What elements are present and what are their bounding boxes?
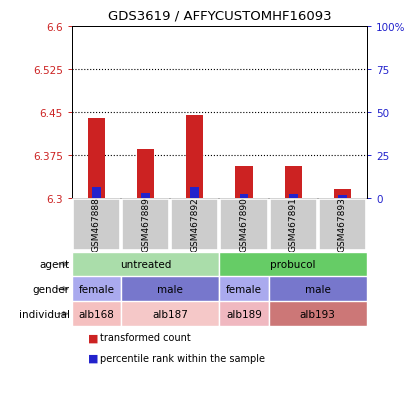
Bar — [235, 167, 252, 198]
Text: female: female — [225, 284, 261, 294]
Bar — [239, 194, 248, 198]
Text: probucol: probucol — [270, 259, 315, 269]
Bar — [219, 301, 268, 326]
Bar — [137, 150, 154, 198]
Bar — [72, 199, 120, 251]
Text: alb187: alb187 — [152, 309, 188, 319]
Text: alb193: alb193 — [299, 309, 335, 319]
Bar — [171, 199, 218, 251]
Bar — [121, 199, 169, 251]
Text: GSM467893: GSM467893 — [337, 197, 346, 252]
Text: percentile rank within the sample: percentile rank within the sample — [100, 353, 265, 363]
Text: male: male — [304, 284, 330, 294]
Text: GSM467890: GSM467890 — [239, 197, 248, 252]
Text: agent: agent — [40, 259, 70, 269]
Text: alb189: alb189 — [225, 309, 261, 319]
Bar — [220, 199, 267, 251]
Bar — [219, 277, 268, 301]
Bar — [121, 301, 219, 326]
Bar — [288, 194, 297, 198]
Text: ■: ■ — [88, 353, 99, 363]
Bar — [72, 301, 121, 326]
Text: ■: ■ — [88, 332, 99, 342]
Bar — [141, 194, 150, 198]
Text: transformed count: transformed count — [100, 332, 191, 342]
Bar — [92, 188, 101, 198]
Text: GSM467888: GSM467888 — [92, 197, 101, 252]
Bar — [268, 301, 366, 326]
Text: female: female — [78, 284, 114, 294]
Text: untreated: untreated — [119, 259, 171, 269]
Text: GSM467889: GSM467889 — [141, 197, 150, 252]
Bar — [186, 115, 203, 198]
Text: male: male — [157, 284, 183, 294]
Bar — [284, 167, 301, 198]
Bar — [72, 252, 219, 277]
Bar — [337, 195, 346, 198]
Text: individual: individual — [19, 309, 70, 319]
Bar — [121, 277, 219, 301]
Title: GDS3619 / AFFYCUSTOMHF16093: GDS3619 / AFFYCUSTOMHF16093 — [107, 10, 330, 23]
Bar — [72, 277, 121, 301]
Bar — [190, 188, 199, 198]
Text: alb168: alb168 — [78, 309, 114, 319]
Bar — [268, 277, 366, 301]
Bar — [318, 199, 365, 251]
Text: gender: gender — [33, 284, 70, 294]
Bar — [269, 199, 316, 251]
Bar — [219, 252, 366, 277]
Text: GSM467892: GSM467892 — [190, 197, 199, 252]
Bar — [88, 118, 105, 198]
Bar — [333, 190, 350, 198]
Text: GSM467891: GSM467891 — [288, 197, 297, 252]
